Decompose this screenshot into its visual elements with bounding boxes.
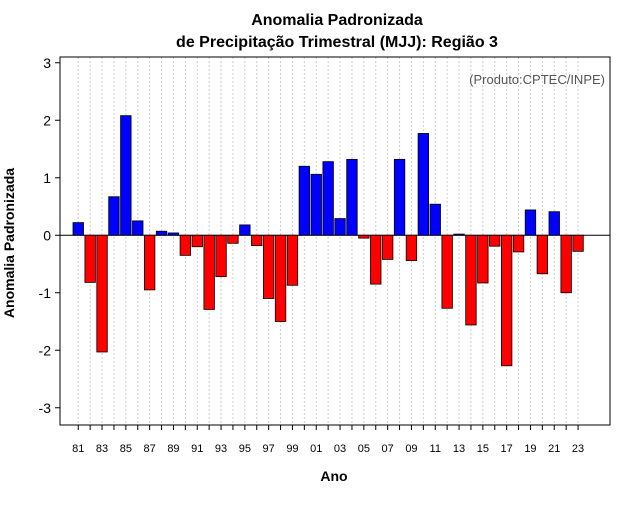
y-tick-label-5: 2 — [43, 112, 51, 128]
bar-2020 — [536, 234, 548, 275]
y-tick-label-3: 0 — [43, 227, 51, 243]
bar-1998 — [274, 234, 287, 322]
bar-2010 — [417, 133, 430, 236]
x-tick-label-81: 81 — [72, 443, 84, 455]
bar-2006 — [370, 234, 382, 285]
x-tick-label-07: 07 — [382, 443, 394, 455]
x-tick-label-89: 89 — [167, 443, 179, 455]
y-tick-label-1: -2 — [39, 342, 52, 358]
bar-1991 — [191, 234, 203, 248]
x-tick-label-01: 01 — [310, 443, 322, 455]
bar-1985 — [120, 115, 132, 236]
y-tick-label-4: 1 — [43, 170, 51, 186]
y-tick-label-2: -1 — [39, 285, 52, 301]
bar-1993 — [215, 234, 227, 278]
bar-2019 — [524, 209, 537, 236]
bar-1989 — [167, 232, 180, 236]
bar-1994 — [227, 234, 239, 244]
bar-2004 — [346, 158, 358, 236]
x-tick-label-19: 19 — [524, 443, 536, 455]
y-tick-label-6: 3 — [43, 55, 51, 71]
bar-2007 — [381, 234, 394, 260]
bar-2005 — [358, 234, 370, 239]
bar-1997 — [262, 234, 275, 299]
x-tick-label-21: 21 — [548, 443, 560, 455]
y-axis-title: Anomalia Padronizada — [1, 168, 17, 318]
x-tick-label-95: 95 — [239, 443, 251, 455]
chart-title-line2: de Precipitação Trimestral (MJJ): Região… — [176, 34, 498, 51]
x-tick-label-03: 03 — [334, 443, 346, 455]
bar-1982 — [84, 234, 96, 283]
x-tick-label-15: 15 — [477, 443, 489, 455]
bar-2012 — [441, 234, 453, 309]
x-tick-label-23: 23 — [572, 443, 584, 455]
x-tick-label-85: 85 — [120, 443, 132, 455]
bar-2011 — [429, 203, 441, 236]
bar-1981 — [72, 222, 84, 236]
x-tick-label-09: 09 — [405, 443, 417, 455]
bar-1988 — [155, 230, 168, 236]
bars-layer — [72, 115, 584, 367]
plot-frame — [59, 56, 611, 426]
bar-1995 — [239, 224, 251, 236]
bar-2022 — [560, 234, 572, 294]
x-axis: 81 83 85 87 89 91 93 95 97 99 01 03 05 07 09 11 13 15 17 19… — [72, 425, 584, 455]
bar-1986 — [132, 220, 144, 236]
bar-1984 — [108, 196, 120, 236]
bar-2008 — [393, 158, 406, 236]
x-tick-label-05: 05 — [358, 443, 370, 455]
bar-1990 — [179, 234, 192, 256]
x-tick-label-11: 11 — [430, 443, 441, 455]
bar-2015 — [477, 234, 489, 284]
x-tick-label-99: 99 — [286, 443, 298, 455]
bar-2000 — [298, 165, 311, 236]
x-axis-title: Ano — [320, 468, 347, 484]
x-tick-label-91: 91 — [191, 443, 203, 455]
x-tick-label-17: 17 — [501, 443, 513, 455]
chart-title-line1: Anomalia Padronizada — [251, 12, 423, 29]
bar-2014 — [465, 234, 477, 326]
bar-2021 — [548, 211, 560, 236]
bar-2003 — [334, 218, 346, 236]
x-tick-label-97: 97 — [263, 443, 275, 455]
bar-1987 — [143, 234, 156, 291]
bar-2013 — [453, 233, 465, 236]
bar-1999 — [286, 234, 299, 286]
y-axis: -3 -2 -1 0 1 2 3 — [39, 55, 60, 416]
x-tick-label-13: 13 — [453, 443, 465, 455]
bar-1996 — [251, 234, 263, 246]
x-tick-label-93: 93 — [215, 443, 227, 455]
bar-1992 — [203, 234, 215, 310]
bar-2016 — [489, 234, 501, 247]
x-tick-label-83: 83 — [96, 443, 108, 455]
bar-2009 — [405, 234, 418, 261]
bar-2001 — [310, 173, 322, 236]
x-tick-label-87: 87 — [144, 443, 156, 455]
credit-label: (Produto:CPTEC/INPE) — [469, 72, 605, 87]
bar-2023 — [572, 234, 584, 252]
bar-1983 — [96, 234, 108, 353]
bar-2018 — [512, 234, 525, 253]
y-tick-label-0: -3 — [39, 400, 52, 416]
bar-2017 — [500, 234, 513, 367]
bar-2002 — [322, 161, 334, 236]
